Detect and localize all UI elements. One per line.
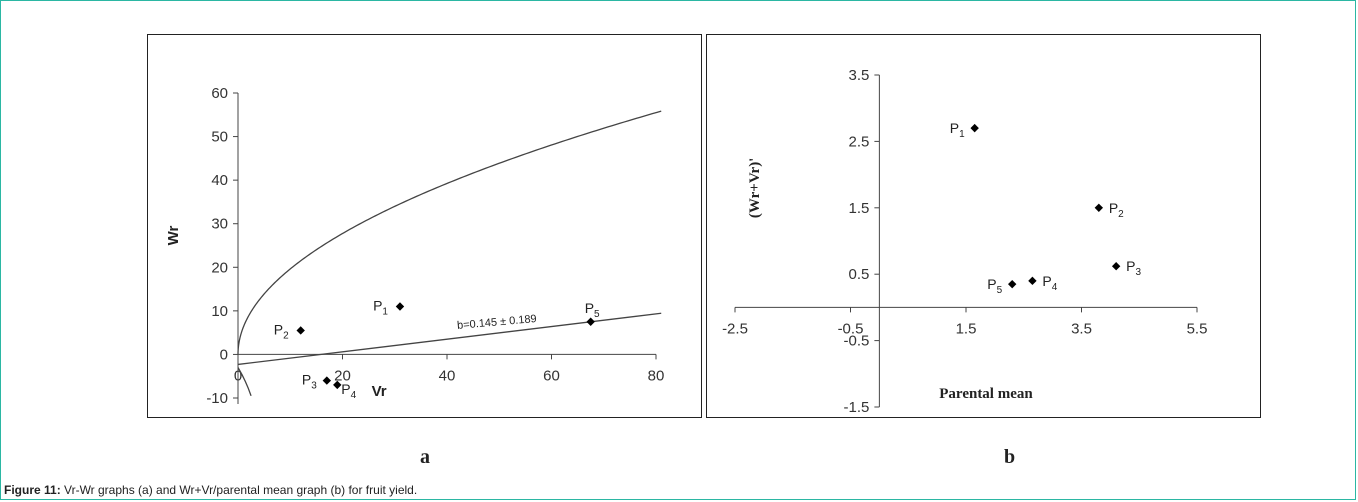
regression-annotation: b=0.145 ± 0.189 — [457, 313, 537, 332]
point-label-p1: P1 — [950, 120, 965, 140]
y-axis-label: (Wr+Vr)' — [747, 158, 763, 218]
x-tick-label: 1.5 — [956, 320, 977, 337]
limiting-parabola-curve — [237, 110, 662, 355]
y-tick-label: 60 — [211, 85, 228, 102]
y-tick-label: 0.5 — [849, 266, 870, 283]
y-tick-label: 30 — [211, 216, 228, 233]
x-axis-label: Vr — [372, 383, 387, 400]
data-point-p1 — [395, 302, 405, 311]
data-point-p4 — [1028, 276, 1037, 286]
x-tick-label: 60 — [543, 367, 560, 384]
regression-line — [237, 312, 662, 366]
point-label-p3: P3 — [1126, 258, 1141, 278]
data-point-p2 — [296, 326, 305, 335]
x-tick-label: 20 — [334, 367, 351, 384]
caption-label: Figure 11: — [4, 483, 61, 497]
y-tick-label: -1.5 — [844, 399, 870, 416]
data-point-p5 — [586, 317, 595, 326]
point-label-p5: P5 — [585, 300, 600, 320]
chart-b-svg: -1.5 -0.5 0.5 1.5 2.5 3.5 -2.5 -0.5 1.5 3.5 5.5 Par… — [722, 67, 1208, 416]
data-point-p3 — [1111, 262, 1121, 271]
data-point-p4 — [333, 380, 342, 390]
x-tick-label: 3.5 — [1071, 320, 1092, 337]
caption-text: Vr-Wr graphs (a) and Wr+Vr/parental mean… — [60, 483, 418, 497]
point-label-p5: P5 — [987, 276, 1002, 296]
y-axis-label: Wr — [165, 225, 182, 245]
data-point-p5 — [1008, 279, 1017, 289]
point-label-p4: P4 — [1042, 273, 1057, 293]
x-tick-label: -0.5 — [838, 320, 864, 337]
panel-b-letter: b — [1004, 446, 1016, 468]
point-label-p2: P2 — [274, 321, 289, 341]
point-label-p4: P4 — [341, 381, 356, 401]
data-point-p3 — [322, 376, 332, 385]
x-axis-label: Parental mean — [939, 386, 1033, 402]
y-tick-label: 20 — [211, 259, 228, 276]
y-tick-label: 0 — [220, 346, 228, 363]
x-tick-label: 80 — [648, 367, 665, 384]
point-label-p2: P2 — [1109, 200, 1124, 220]
x-tick-label: 40 — [439, 367, 456, 384]
data-point-p1 — [970, 123, 979, 133]
panel-a-letter: a — [420, 446, 430, 468]
y-tick-label: 50 — [211, 129, 228, 146]
chart-a-svg: -10 0 10 20 30 40 50 60 0 20 40 60 80 Wr Vr b=0.145 ± 0… — [165, 85, 665, 407]
x-tick-label: 5.5 — [1187, 320, 1208, 337]
y-tick-label: -0.5 — [844, 333, 870, 350]
x-tick-label: -2.5 — [722, 320, 748, 337]
y-tick-label: 40 — [211, 172, 228, 189]
point-label-p1: P1 — [373, 298, 388, 318]
data-point-p2 — [1094, 203, 1104, 212]
panel-a-vr-wr-chart: -10 0 10 20 30 40 50 60 0 20 40 60 80 Wr Vr b=0.145 ± 0… — [147, 34, 702, 418]
panel-b-parental-mean-chart: -1.5 -0.5 0.5 1.5 2.5 3.5 -2.5 -0.5 1.5 3.5 5.5 Par… — [706, 34, 1261, 418]
point-label-p3: P3 — [302, 372, 317, 392]
y-tick-label: 10 — [211, 303, 228, 320]
x-tick-label: 0 — [234, 367, 242, 384]
y-tick-label: 2.5 — [849, 133, 870, 150]
y-tick-label: -10 — [206, 390, 228, 407]
y-tick-label: 1.5 — [849, 200, 870, 217]
y-tick-label: 3.5 — [849, 67, 870, 84]
figure-caption: Figure 11: Vr-Wr graphs (a) and Wr+Vr/pa… — [4, 483, 417, 497]
parabola-lower-tail — [237, 367, 252, 397]
